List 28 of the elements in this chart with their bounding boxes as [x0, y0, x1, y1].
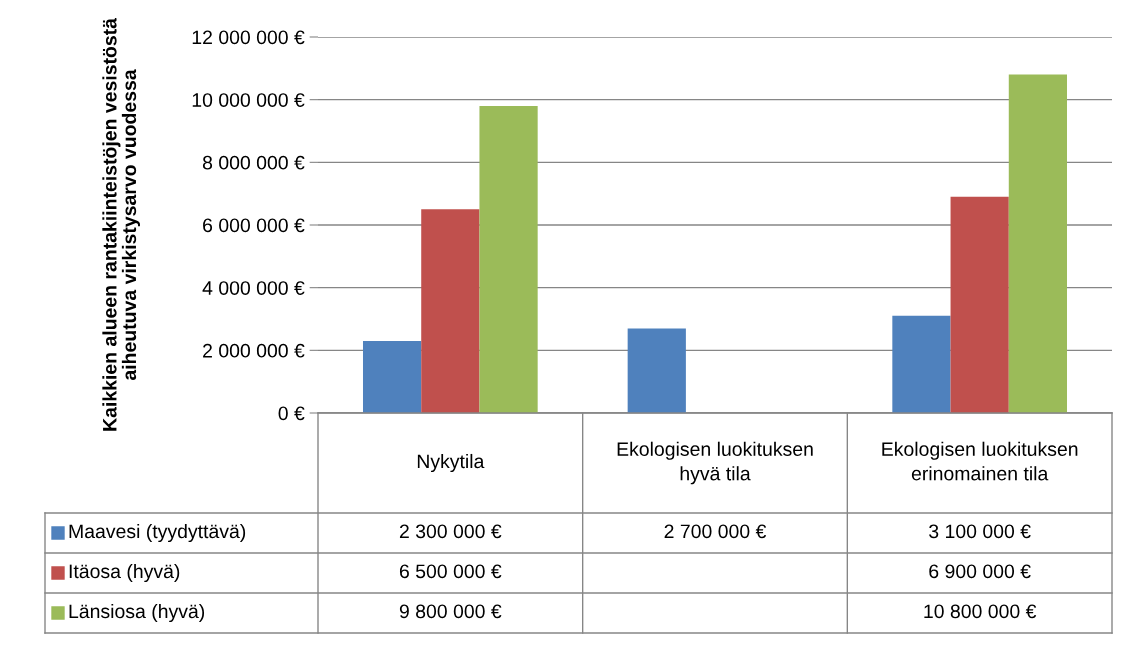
x-tick-label: Ekologisen luokituksen hyvä tila	[617, 441, 813, 485]
y-tick-label: 10 000 000 €	[192, 93, 305, 107]
y-tick-label: 6 000 000 €	[203, 218, 305, 233]
data-label: 2 300 000 €	[399, 524, 502, 539]
bar	[892, 315, 951, 413]
y-tick-label: 4 000 000 €	[202, 281, 305, 295]
data-label: 10 800 000 €	[924, 604, 1037, 619]
bar	[627, 328, 686, 413]
y-axis-title: Kaikkien alueen rantakiinteistöjen vesistöstä aiheutuva virkistysarvo vuodessa	[102, 17, 140, 431]
x-tick-label: Ekologisen luokituksen erinomainen tila	[882, 441, 1078, 481]
y-tick-label: 12 000 000 €	[192, 30, 305, 45]
bar	[1008, 74, 1068, 413]
bar	[479, 105, 538, 413]
legend-label: Maavesi (tyydyttävä)	[69, 523, 246, 543]
y-tick-label: 8 000 000 €	[202, 155, 305, 170]
legend-label: Länsiosa (hyvä)	[69, 603, 205, 623]
bar	[950, 196, 1009, 413]
data-label: 6 900 000 €	[929, 564, 1031, 579]
bar	[421, 209, 480, 413]
bar	[362, 340, 422, 413]
data-label: 3 100 000 €	[929, 524, 1031, 539]
y-tick-label: 2 000 000 €	[203, 343, 305, 358]
y-tick-label: 0 €	[278, 406, 305, 421]
x-tick-label: Nykytila	[417, 453, 485, 473]
legend-label: Itäosa (hyvä)	[69, 563, 180, 583]
data-label: 9 800 000 €	[399, 604, 502, 619]
data-label: 2 700 000 €	[664, 524, 767, 539]
data-label: 6 500 000 €	[399, 564, 502, 579]
